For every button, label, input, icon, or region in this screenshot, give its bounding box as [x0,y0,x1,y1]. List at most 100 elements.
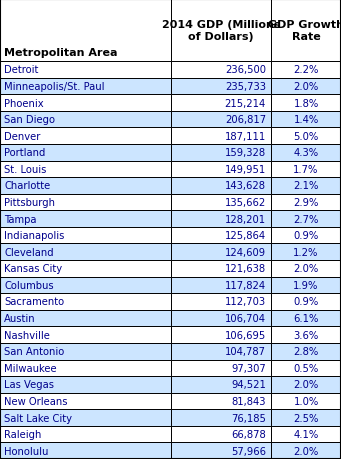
Text: Austin: Austin [4,313,36,324]
Bar [0,244,170,261]
Text: Raleigh: Raleigh [4,429,42,439]
Text: Tampa: Tampa [4,214,36,224]
Text: 124,609: 124,609 [225,247,266,257]
Bar [170,145,271,161]
Bar [170,442,271,459]
Text: Phoenix: Phoenix [4,98,44,108]
Bar [170,261,271,277]
Text: 206,817: 206,817 [225,115,266,125]
Text: 149,951: 149,951 [225,164,266,174]
Bar [271,409,341,426]
Bar [271,211,341,227]
Bar [271,426,341,442]
Text: Sacramento: Sacramento [4,297,64,307]
Bar [0,227,170,244]
Text: 106,704: 106,704 [225,313,266,324]
Text: Milwaukee: Milwaukee [4,363,57,373]
Bar [271,78,341,95]
Text: 94,521: 94,521 [231,380,266,390]
Text: 5.0%: 5.0% [293,131,319,141]
Text: 159,328: 159,328 [225,148,266,158]
Bar [170,310,271,327]
Bar [170,393,271,409]
Text: Salt Lake City: Salt Lake City [4,413,72,423]
Bar [170,161,271,178]
Text: 135,662: 135,662 [225,197,266,207]
Text: 2.8%: 2.8% [293,347,319,357]
Bar [170,244,271,261]
Text: 2.0%: 2.0% [293,446,319,456]
Text: 2.9%: 2.9% [293,197,319,207]
Bar [170,128,271,145]
Text: New Orleans: New Orleans [4,396,68,406]
Bar [0,0,170,62]
Text: 128,201: 128,201 [225,214,266,224]
Text: Kansas City: Kansas City [4,264,62,274]
Bar [271,62,341,78]
Bar [271,128,341,145]
Text: GDP Growth
Rate: GDP Growth Rate [268,20,341,42]
Bar [271,244,341,261]
Bar [170,178,271,194]
Text: 1.0%: 1.0% [293,396,319,406]
Text: Denver: Denver [4,131,41,141]
Text: Portland: Portland [4,148,45,158]
Bar [271,145,341,161]
Bar [170,95,271,112]
Text: 2.7%: 2.7% [293,214,319,224]
Bar [271,393,341,409]
Text: 1.8%: 1.8% [293,98,319,108]
Text: 76,185: 76,185 [231,413,266,423]
Text: 97,307: 97,307 [231,363,266,373]
Bar [271,0,341,62]
Bar [170,194,271,211]
Bar [170,0,271,62]
Bar [0,261,170,277]
Text: 106,695: 106,695 [225,330,266,340]
Text: Nashville: Nashville [4,330,50,340]
Text: 143,628: 143,628 [225,181,266,191]
Bar [0,343,170,360]
Text: 104,787: 104,787 [225,347,266,357]
Bar [0,294,170,310]
Text: 2.5%: 2.5% [293,413,319,423]
Bar [0,360,170,376]
Bar [170,360,271,376]
Text: 0.5%: 0.5% [293,363,319,373]
Text: 66,878: 66,878 [231,429,266,439]
Bar [170,277,271,294]
Text: 1.9%: 1.9% [293,280,319,290]
Text: 236,500: 236,500 [225,65,266,75]
Bar [271,277,341,294]
Text: 3.6%: 3.6% [293,330,319,340]
Bar [0,161,170,178]
Bar [170,112,271,128]
Text: Detroit: Detroit [4,65,39,75]
Bar [0,178,170,194]
Text: 235,733: 235,733 [225,82,266,92]
Bar [0,393,170,409]
Bar [0,310,170,327]
Bar [271,376,341,393]
Bar [271,112,341,128]
Bar [271,360,341,376]
Bar [0,376,170,393]
Bar [170,426,271,442]
Text: 2.0%: 2.0% [293,264,319,274]
Text: Columbus: Columbus [4,280,54,290]
Text: 2.1%: 2.1% [293,181,319,191]
Text: 125,864: 125,864 [225,231,266,241]
Bar [170,78,271,95]
Text: 2014 GDP (Millions
of Dollars): 2014 GDP (Millions of Dollars) [162,20,280,42]
Bar [170,227,271,244]
Text: Charlotte: Charlotte [4,181,50,191]
Bar [271,95,341,112]
Bar [271,194,341,211]
Bar [170,62,271,78]
Bar [170,294,271,310]
Bar [0,78,170,95]
Bar [271,294,341,310]
Text: 1.4%: 1.4% [293,115,319,125]
Bar [0,62,170,78]
Text: 2.2%: 2.2% [293,65,319,75]
